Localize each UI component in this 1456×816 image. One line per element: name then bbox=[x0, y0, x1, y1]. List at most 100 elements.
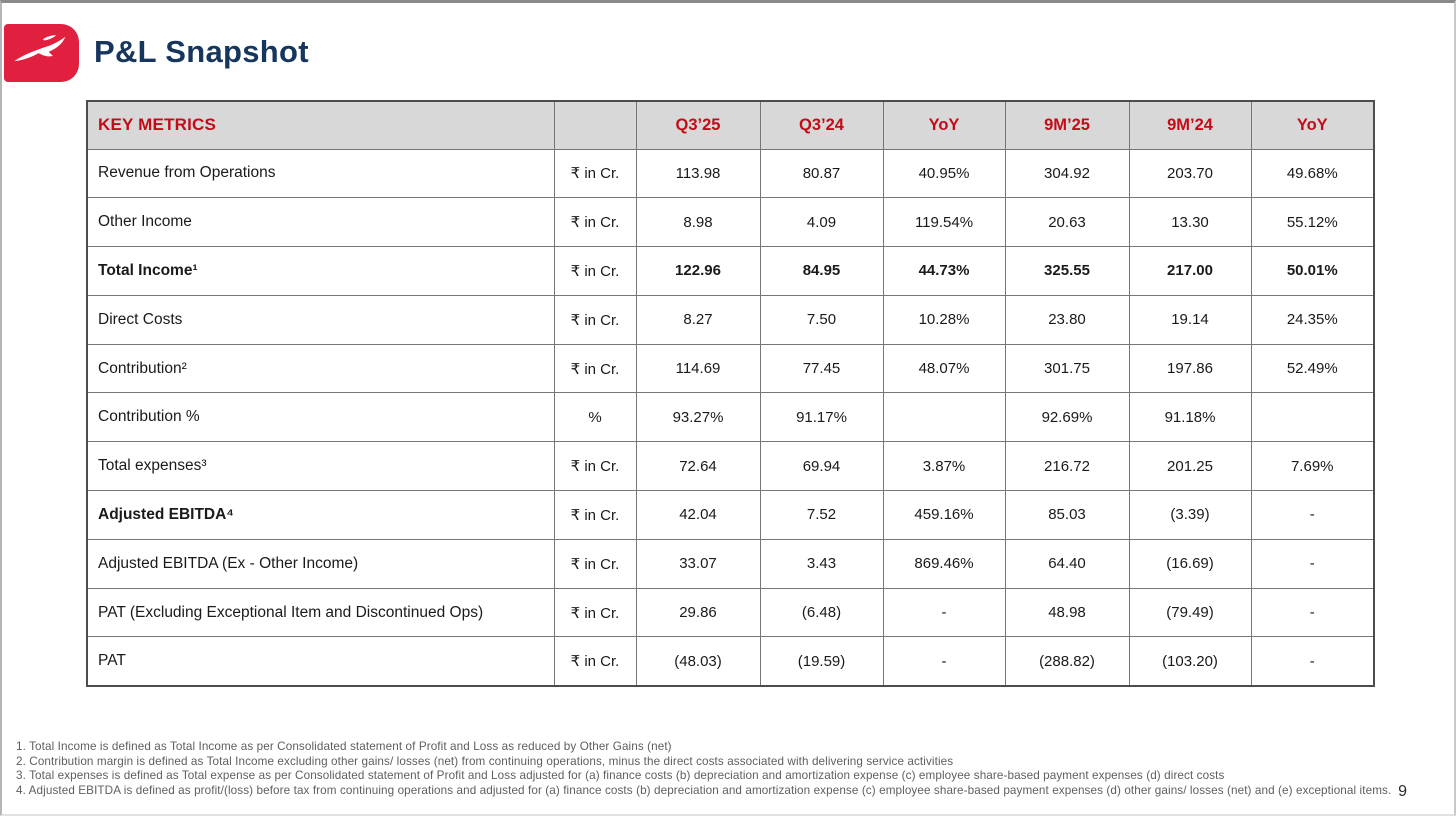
value-cell: (103.20) bbox=[1128, 636, 1252, 687]
value-cell: 459.16% bbox=[882, 490, 1006, 540]
metric-label: Total Income¹ bbox=[86, 246, 555, 296]
value-cell: 7.69% bbox=[1250, 441, 1375, 492]
unit-cell: ₹ in Cr. bbox=[553, 441, 637, 492]
value-cell: 301.75 bbox=[1004, 343, 1130, 394]
value-cell: 20.63 bbox=[1004, 197, 1130, 248]
value-cell: 217.00 bbox=[1128, 246, 1252, 296]
value-cell: 93.27% bbox=[635, 392, 761, 443]
table-row: Revenue from Operations ₹ in Cr. 113.98 80.… bbox=[86, 148, 1375, 199]
column-header-unit bbox=[553, 100, 637, 150]
metric-label: Adjusted EBITDA (Ex - Other Income) bbox=[86, 538, 555, 589]
page-number: 9 bbox=[1398, 783, 1407, 800]
column-header-period: Q3’24 bbox=[759, 100, 884, 150]
table-row: PAT (Excluding Exceptional Item and Disc… bbox=[86, 587, 1375, 638]
value-cell: (19.59) bbox=[759, 636, 884, 687]
value-cell: 85.03 bbox=[1004, 490, 1130, 540]
value-cell: 304.92 bbox=[1004, 148, 1130, 199]
unit-cell: ₹ in Cr. bbox=[553, 246, 637, 296]
unit-cell: % bbox=[553, 392, 637, 443]
value-cell: (79.49) bbox=[1128, 587, 1252, 638]
table-row: Total Income¹ ₹ in Cr. 122.96 84.95 44.73% 32… bbox=[86, 246, 1375, 296]
value-cell: (3.39) bbox=[1128, 490, 1252, 540]
value-cell: 325.55 bbox=[1004, 246, 1130, 296]
unit-cell: ₹ in Cr. bbox=[553, 636, 637, 687]
value-cell: (16.69) bbox=[1128, 538, 1252, 589]
unit-cell: ₹ in Cr. bbox=[553, 197, 637, 248]
value-cell: 72.64 bbox=[635, 441, 761, 492]
metric-label: Total expenses³ bbox=[86, 441, 555, 492]
table-row: Total expenses³ ₹ in Cr. 72.64 69.94 3.87% 21… bbox=[86, 441, 1375, 492]
value-cell: 114.69 bbox=[635, 343, 761, 394]
company-logo bbox=[4, 24, 79, 82]
value-cell: 40.95% bbox=[882, 148, 1006, 199]
value-cell: 33.07 bbox=[635, 538, 761, 589]
metric-label: Contribution % bbox=[86, 392, 555, 443]
value-cell: 4.09 bbox=[759, 197, 884, 248]
value-cell: (48.03) bbox=[635, 636, 761, 687]
value-cell: 44.73% bbox=[882, 246, 1006, 296]
value-cell: 203.70 bbox=[1128, 148, 1252, 199]
value-cell: 7.52 bbox=[759, 490, 884, 540]
table-row: Adjusted EBITDA (Ex - Other Income) ₹ in … bbox=[86, 538, 1375, 589]
metric-label: Other Income bbox=[86, 197, 555, 248]
value-cell: 91.17% bbox=[759, 392, 884, 443]
value-cell: 201.25 bbox=[1128, 441, 1252, 492]
value-cell: 48.07% bbox=[882, 343, 1006, 394]
value-cell: 24.35% bbox=[1250, 294, 1375, 345]
value-cell: 119.54% bbox=[882, 197, 1006, 248]
value-cell bbox=[882, 392, 1006, 443]
value-cell: 113.98 bbox=[635, 148, 761, 199]
value-cell: 50.01% bbox=[1250, 246, 1375, 296]
value-cell: - bbox=[1250, 636, 1375, 687]
value-cell: 52.49% bbox=[1250, 343, 1375, 394]
value-cell: 19.14 bbox=[1128, 294, 1252, 345]
value-cell: (6.48) bbox=[759, 587, 884, 638]
footnote-line: 2. Contribution margin is defined as Tot… bbox=[16, 754, 954, 768]
table-row: PAT ₹ in Cr. (48.03) (19.59) - (288.82) (103.2… bbox=[86, 636, 1375, 687]
metric-label: Direct Costs bbox=[86, 294, 555, 345]
value-cell: 80.87 bbox=[759, 148, 884, 199]
value-cell: 8.27 bbox=[635, 294, 761, 345]
unit-cell: ₹ in Cr. bbox=[553, 294, 637, 345]
value-cell: - bbox=[1250, 490, 1375, 540]
value-cell: 48.98 bbox=[1004, 587, 1130, 638]
value-cell: 8.98 bbox=[635, 197, 761, 248]
value-cell: 55.12% bbox=[1250, 197, 1375, 248]
metric-label: Revenue from Operations bbox=[86, 148, 555, 199]
value-cell: 92.69% bbox=[1004, 392, 1130, 443]
unit-cell: ₹ in Cr. bbox=[553, 538, 637, 589]
value-cell: - bbox=[1250, 587, 1375, 638]
value-cell: - bbox=[1250, 538, 1375, 589]
metric-label: PAT (Excluding Exceptional Item and Disc… bbox=[86, 587, 555, 638]
value-cell: 64.40 bbox=[1004, 538, 1130, 589]
table-row: Contribution %% 93.27% 91.17% 92.69% 91.18% bbox=[86, 392, 1375, 443]
table-header-row: KEY METRICS Q3’25 Q3’24 YoY 9M’25 9M’24 YoY bbox=[86, 100, 1375, 150]
value-cell bbox=[1250, 392, 1375, 443]
table-row: Other Income ₹ in Cr. 8.98 4.09 119.54% 20.63… bbox=[86, 197, 1375, 248]
column-header-period: 9M’25 bbox=[1004, 100, 1130, 150]
value-cell: 69.94 bbox=[759, 441, 884, 492]
unit-cell: ₹ in Cr. bbox=[553, 148, 637, 199]
page-title: P&L Snapshot bbox=[94, 34, 309, 69]
value-cell: (288.82) bbox=[1004, 636, 1130, 687]
value-cell: 869.46% bbox=[882, 538, 1006, 589]
footnote-line: 4. Adjusted EBITDA is defined as profit/… bbox=[16, 783, 1392, 797]
unit-cell: ₹ in Cr. bbox=[553, 490, 637, 540]
value-cell: 84.95 bbox=[759, 246, 884, 296]
value-cell: 49.68% bbox=[1250, 148, 1375, 199]
footnotes: 1. Total Income is defined as Total Inco… bbox=[16, 740, 1448, 798]
table-row: Direct Costs ₹ in Cr. 8.27 7.50 10.28% 23.80 1… bbox=[86, 294, 1375, 345]
value-cell: 3.87% bbox=[882, 441, 1006, 492]
unit-cell: ₹ in Cr. bbox=[553, 343, 637, 394]
column-header-period: Q3’25 bbox=[635, 100, 761, 150]
bird-swoosh-icon bbox=[11, 29, 73, 78]
unit-cell: ₹ in Cr. bbox=[553, 587, 637, 638]
pl-table: KEY METRICS Q3’25 Q3’24 YoY 9M’25 9M’24 YoY R… bbox=[86, 100, 1375, 687]
value-cell: 7.50 bbox=[759, 294, 884, 345]
column-header-period: YoY bbox=[882, 100, 1006, 150]
table-row: Adjusted EBITDA⁴ ₹ in Cr. 42.04 7.52 459.16%… bbox=[86, 490, 1375, 540]
metric-label: Adjusted EBITDA⁴ bbox=[86, 490, 555, 540]
column-header-period: 9M’24 bbox=[1128, 100, 1252, 150]
value-cell: 122.96 bbox=[635, 246, 761, 296]
value-cell: 3.43 bbox=[759, 538, 884, 589]
